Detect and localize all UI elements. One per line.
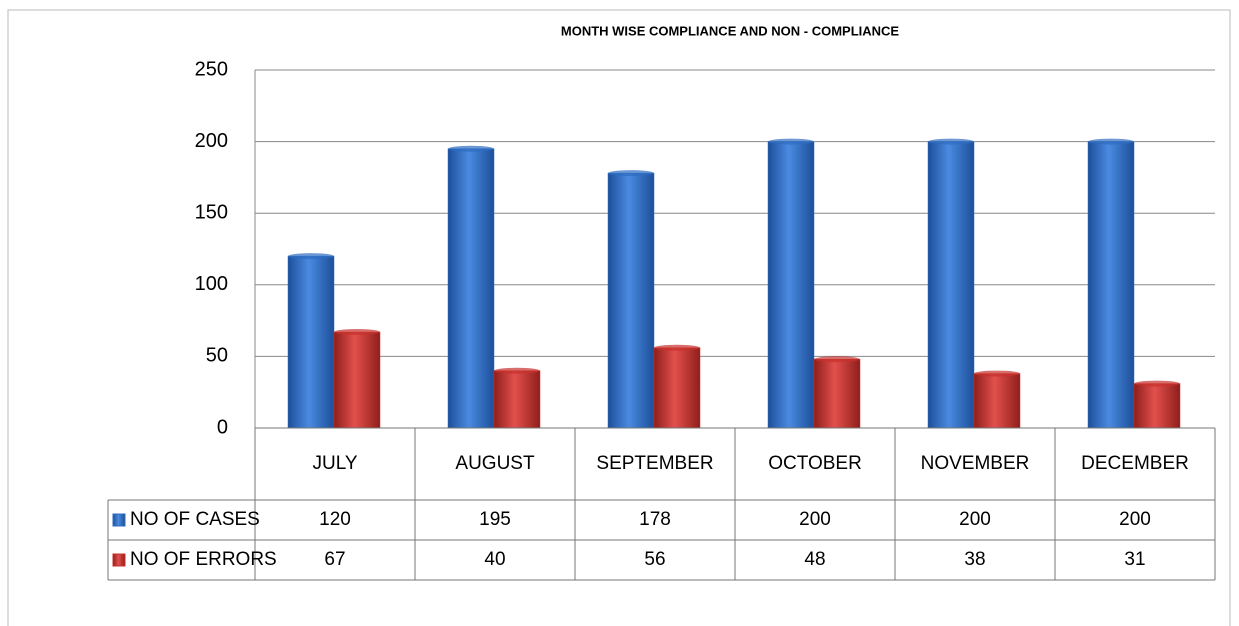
bar-cap	[974, 370, 1020, 377]
bar-cap	[814, 356, 860, 363]
bar-cap	[288, 253, 334, 260]
bar	[1133, 383, 1181, 429]
legend-label: NO OF CASES	[130, 509, 260, 530]
table-value: 200	[799, 509, 831, 530]
bar-cap	[608, 170, 654, 177]
table-value: 200	[959, 509, 991, 530]
x-tick-label: JULY	[312, 453, 357, 474]
table-value: 67	[324, 549, 345, 570]
bar-cap	[1088, 138, 1134, 145]
bar	[653, 347, 701, 429]
table-value: 178	[639, 509, 671, 530]
table-value: 200	[1119, 509, 1151, 530]
x-tick-label: SEPTEMBER	[596, 453, 713, 474]
x-tick-label: OCTOBER	[768, 453, 862, 474]
bar-cap	[334, 329, 380, 336]
chart-frame	[7, 9, 1231, 626]
legend-label: NO OF ERRORS	[130, 549, 277, 570]
bar	[493, 370, 541, 429]
y-tick-label: 200	[195, 130, 228, 152]
bar	[447, 148, 495, 429]
x-tick-label: DECEMBER	[1081, 453, 1189, 474]
table-value: 120	[319, 509, 351, 530]
bar	[927, 141, 975, 429]
bar	[973, 373, 1021, 429]
bar-cap	[494, 367, 540, 374]
y-tick-label: 0	[217, 416, 228, 438]
y-tick-label: 150	[195, 201, 228, 223]
bar-cap	[654, 344, 700, 351]
table-value: 195	[479, 509, 511, 530]
chart-title: MONTH WISE COMPLIANCE AND NON - COMPLIAN…	[561, 23, 900, 38]
table-value: 31	[1124, 549, 1145, 570]
y-tick-label: 50	[206, 345, 228, 367]
bar	[287, 255, 335, 429]
y-tick-label: 250	[195, 58, 228, 80]
x-tick-label: AUGUST	[455, 453, 535, 474]
table-value: 56	[644, 549, 665, 570]
bar	[767, 141, 815, 429]
bar	[333, 331, 381, 429]
bar-cap	[448, 145, 494, 152]
y-tick-label: 100	[195, 273, 228, 295]
bar-cap	[1134, 380, 1180, 387]
bar	[607, 172, 655, 429]
legend-swatch	[112, 513, 126, 527]
bar	[813, 359, 861, 429]
bar-cap	[768, 138, 814, 145]
table-value: 40	[484, 549, 505, 570]
table-value: 48	[804, 549, 825, 570]
legend-swatch	[112, 553, 126, 567]
x-tick-label: NOVEMBER	[921, 453, 1030, 474]
bar-cap	[928, 138, 974, 145]
bar	[1087, 141, 1135, 429]
table-value: 38	[964, 549, 985, 570]
